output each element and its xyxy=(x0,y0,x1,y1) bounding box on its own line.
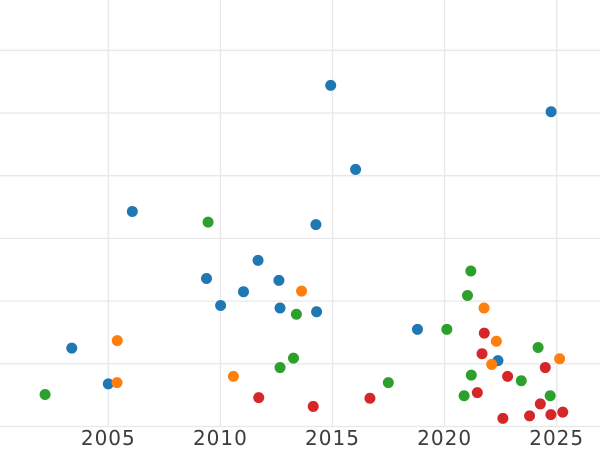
scatter-point xyxy=(307,400,319,412)
scatter-point xyxy=(461,289,473,301)
scatter-point xyxy=(350,163,362,175)
scatter-point xyxy=(39,389,51,401)
scatter-point xyxy=(554,353,566,365)
scatter-point xyxy=(274,362,286,374)
scatter-point xyxy=(364,392,376,404)
scatter-point xyxy=(253,392,265,404)
scatter-point xyxy=(465,265,477,277)
scatter-point xyxy=(290,308,302,320)
scatter-point xyxy=(465,369,477,381)
scatter-point xyxy=(287,352,299,364)
scatter-point xyxy=(441,323,453,335)
scatter-point xyxy=(411,323,423,335)
scatter-point xyxy=(66,342,78,354)
scatter-point xyxy=(227,370,239,382)
scatter-point xyxy=(524,410,536,422)
scatter-point xyxy=(545,106,557,118)
scatter-point xyxy=(476,348,488,360)
scatter-point xyxy=(237,286,249,298)
x-tick-label: 2005 xyxy=(81,426,136,450)
scatter-point xyxy=(458,390,470,402)
scatter-point xyxy=(325,79,337,91)
scatter-point xyxy=(296,285,308,297)
scatter-point xyxy=(215,299,227,311)
scatter-point xyxy=(532,341,544,353)
scatter-point xyxy=(486,358,498,370)
scatter-point xyxy=(478,327,490,339)
scatter-point xyxy=(502,370,514,382)
scatter-point xyxy=(111,377,123,389)
x-tick-label: 2020 xyxy=(417,426,472,450)
scatter-point xyxy=(111,335,123,347)
scatter-point xyxy=(202,216,214,228)
scatter-point xyxy=(490,335,502,347)
scatter-point xyxy=(545,409,557,421)
scatter-point xyxy=(126,205,138,217)
scatter-point xyxy=(557,406,569,418)
scatter-point xyxy=(200,273,212,285)
scatter-point xyxy=(471,387,483,399)
scatter-point xyxy=(515,375,527,387)
scatter-point xyxy=(273,274,285,286)
scatter-point xyxy=(497,412,509,424)
scatter-point xyxy=(539,362,551,374)
x-tick-label: 2015 xyxy=(305,426,360,450)
scatter-point xyxy=(252,254,264,266)
x-tick-label: 2010 xyxy=(193,426,248,450)
scatter-point xyxy=(544,390,556,402)
scatter-point xyxy=(382,377,394,389)
scatter-point xyxy=(478,302,490,314)
scatter-point xyxy=(310,219,322,231)
scatter-point xyxy=(311,306,323,318)
scatter-point xyxy=(274,302,286,314)
x-tick-label: 2025 xyxy=(529,426,584,450)
scatter-point xyxy=(534,398,546,410)
scatter-point xyxy=(102,378,114,390)
